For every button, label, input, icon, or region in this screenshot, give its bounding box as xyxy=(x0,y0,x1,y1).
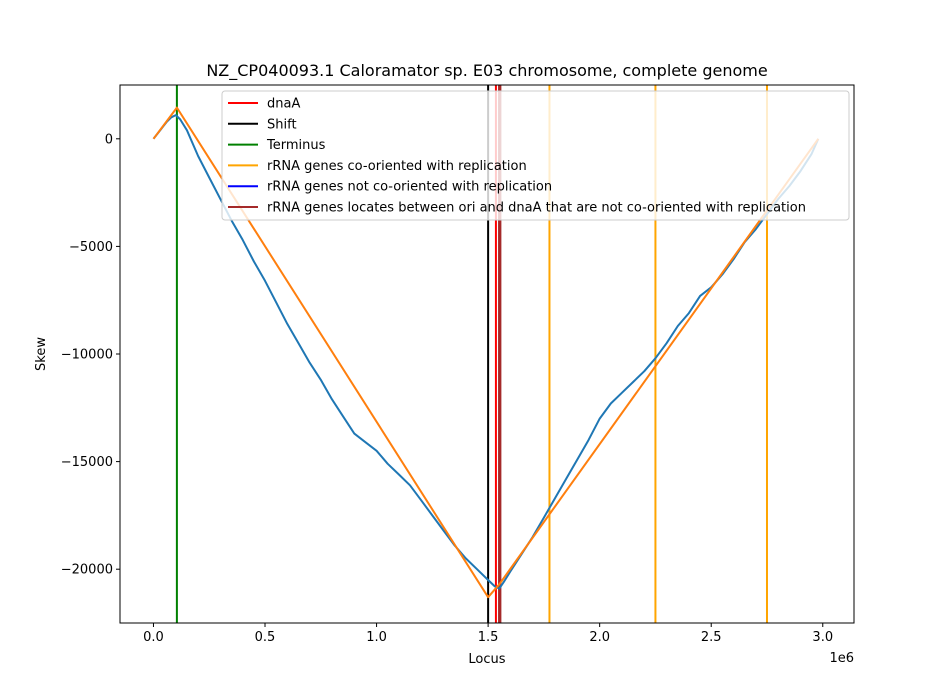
y-tick-label: −15000 xyxy=(61,455,113,470)
x-tick-label: 1.0 xyxy=(366,630,387,645)
y-tick-label: 0 xyxy=(105,132,113,147)
x-tick-label: 3.0 xyxy=(812,630,833,645)
x-axis-ticks: 0.0 0.5 1.0 1.5 2.0 2.5 3.0 xyxy=(143,623,833,645)
series-line-1 xyxy=(152,106,820,599)
legend-label: rRNA genes co-oriented with replication xyxy=(267,159,527,174)
x-axis-offset-label: 1e6 xyxy=(829,651,854,666)
y-tick-label: −20000 xyxy=(61,563,113,578)
x-tick-label: 0.0 xyxy=(143,630,164,645)
legend-label: dnaA xyxy=(267,97,300,112)
y-tick-label: −10000 xyxy=(61,348,113,363)
series-line-0 xyxy=(152,114,820,590)
legend-label: Shift xyxy=(267,117,297,132)
x-tick-label: 0.5 xyxy=(255,630,276,645)
y-axis-label: Skew xyxy=(34,337,49,371)
x-axis-label: Locus xyxy=(468,652,505,667)
y-tick-label: −5000 xyxy=(69,240,113,255)
x-tick-label: 2.0 xyxy=(589,630,610,645)
chart-title: NZ_CP040093.1 Caloramator sp. E03 chromo… xyxy=(206,61,767,81)
series-layer xyxy=(152,106,820,599)
legend: dnaA Shift Terminus rRNA genes co-oriented … xyxy=(221,90,850,221)
legend-box xyxy=(221,90,850,221)
x-tick-label: 1.5 xyxy=(478,630,499,645)
legend-label: rRNA genes locates between ori and dnaA … xyxy=(267,201,806,216)
y-axis-ticks: 0 −5000 −10000 −15000 −20000 xyxy=(61,132,120,578)
legend-label: Terminus xyxy=(266,138,326,153)
legend-label: rRNA genes not co-oriented with replicat… xyxy=(267,180,552,195)
x-tick-label: 2.5 xyxy=(701,630,722,645)
